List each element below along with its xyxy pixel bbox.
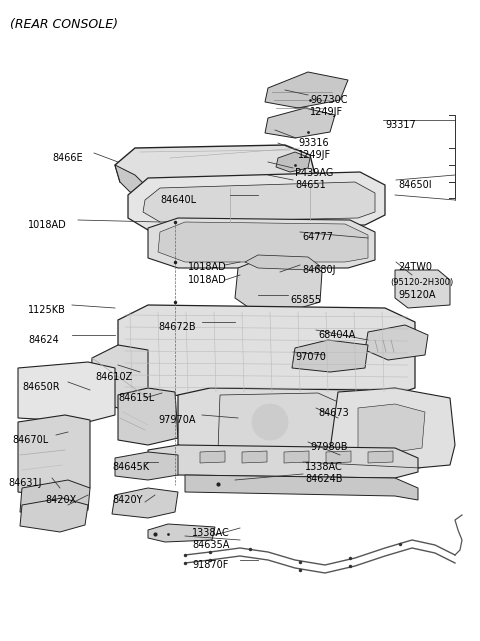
- Polygon shape: [18, 362, 115, 422]
- Text: 8420Y: 8420Y: [112, 495, 143, 505]
- Polygon shape: [115, 145, 315, 188]
- Polygon shape: [330, 388, 455, 470]
- Text: 84610Z: 84610Z: [95, 372, 132, 382]
- Polygon shape: [200, 451, 225, 463]
- Text: 97970A: 97970A: [158, 415, 195, 425]
- Circle shape: [252, 404, 288, 440]
- Polygon shape: [265, 72, 348, 108]
- Polygon shape: [235, 260, 322, 308]
- Text: 1018AD: 1018AD: [188, 275, 227, 285]
- Polygon shape: [284, 451, 309, 463]
- Text: 84624B: 84624B: [305, 474, 343, 484]
- Polygon shape: [395, 270, 450, 308]
- Polygon shape: [358, 404, 425, 452]
- Text: 68404A: 68404A: [318, 330, 355, 340]
- Text: 84650R: 84650R: [22, 382, 60, 392]
- Text: 84645K: 84645K: [112, 462, 149, 472]
- Text: 1125KB: 1125KB: [28, 305, 66, 315]
- Text: 84670L: 84670L: [12, 435, 48, 445]
- Polygon shape: [128, 172, 385, 230]
- Text: 1338AC: 1338AC: [192, 528, 230, 538]
- Text: 97980B: 97980B: [310, 442, 348, 452]
- Text: 64777: 64777: [302, 232, 333, 242]
- Polygon shape: [326, 451, 351, 463]
- Text: 84680J: 84680J: [302, 265, 336, 275]
- Polygon shape: [20, 480, 90, 518]
- Text: 84650I: 84650I: [398, 180, 432, 190]
- Polygon shape: [265, 108, 335, 138]
- Text: 84615L: 84615L: [118, 393, 154, 403]
- Polygon shape: [242, 451, 267, 463]
- Text: 96730C: 96730C: [310, 95, 348, 105]
- Polygon shape: [18, 415, 90, 498]
- Text: 1338AC: 1338AC: [305, 462, 343, 472]
- Text: P439AG: P439AG: [295, 168, 334, 178]
- Text: 1018AD: 1018AD: [188, 262, 227, 272]
- Polygon shape: [368, 451, 393, 463]
- Text: 84631J: 84631J: [8, 478, 41, 488]
- Polygon shape: [218, 393, 338, 450]
- Text: 84651: 84651: [295, 180, 326, 190]
- Text: 8466E: 8466E: [52, 153, 83, 163]
- Polygon shape: [90, 345, 148, 408]
- Text: (REAR CONSOLE): (REAR CONSOLE): [10, 18, 118, 31]
- Text: 84624: 84624: [28, 335, 59, 345]
- Text: 84672B: 84672B: [158, 322, 196, 332]
- Polygon shape: [143, 182, 375, 222]
- Text: 1249JF: 1249JF: [310, 107, 343, 117]
- Polygon shape: [365, 325, 428, 360]
- Text: 65855: 65855: [290, 295, 321, 305]
- Polygon shape: [178, 388, 395, 458]
- Polygon shape: [118, 305, 415, 398]
- Text: 93317: 93317: [385, 120, 416, 130]
- Text: 24TW0: 24TW0: [398, 262, 432, 272]
- Text: 84635A: 84635A: [192, 540, 229, 550]
- Polygon shape: [115, 165, 145, 195]
- Text: 1249JF: 1249JF: [298, 150, 331, 160]
- Polygon shape: [115, 452, 178, 480]
- Polygon shape: [20, 498, 88, 532]
- Text: 93316: 93316: [298, 138, 329, 148]
- Polygon shape: [148, 445, 418, 478]
- Text: 84673: 84673: [318, 408, 349, 418]
- Text: (95120-2H300): (95120-2H300): [390, 278, 453, 287]
- Polygon shape: [158, 222, 368, 262]
- Text: 97070: 97070: [295, 352, 326, 362]
- Text: 91870F: 91870F: [192, 560, 228, 570]
- Polygon shape: [148, 218, 375, 268]
- Polygon shape: [178, 445, 395, 468]
- Text: 95120A: 95120A: [398, 290, 435, 300]
- Polygon shape: [292, 340, 368, 372]
- Text: 84640L: 84640L: [160, 195, 196, 205]
- Polygon shape: [118, 388, 178, 445]
- Polygon shape: [148, 524, 215, 542]
- Text: 1018AD: 1018AD: [28, 220, 67, 230]
- Polygon shape: [112, 488, 178, 518]
- Text: 8420X: 8420X: [45, 495, 76, 505]
- Polygon shape: [276, 152, 310, 172]
- Polygon shape: [185, 475, 418, 500]
- Polygon shape: [245, 255, 320, 270]
